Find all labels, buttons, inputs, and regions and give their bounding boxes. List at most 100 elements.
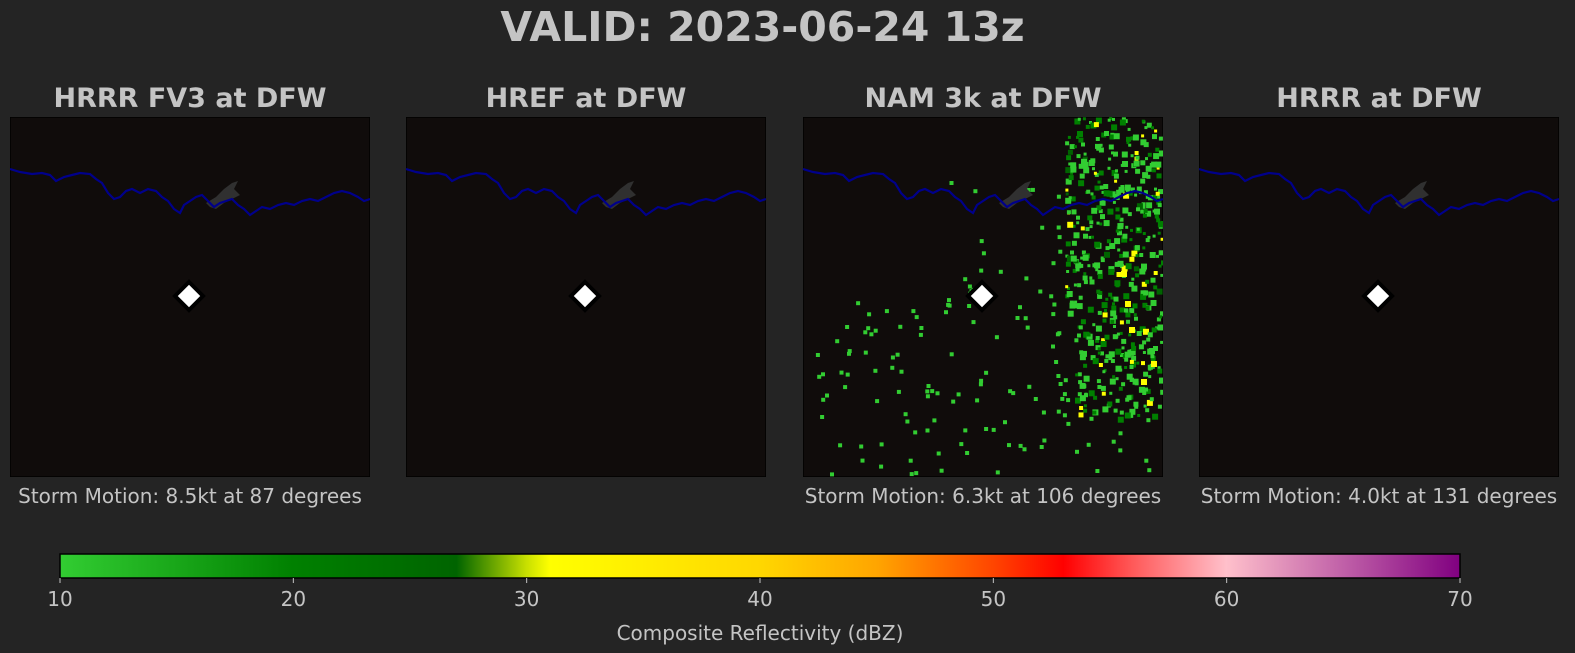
echo-cell xyxy=(935,391,940,396)
echo-cell xyxy=(1136,227,1140,231)
echo-cell xyxy=(1112,117,1115,121)
echo-cell xyxy=(1102,370,1106,374)
echo-cell xyxy=(838,443,843,448)
storm-motion-1: Storm Motion: 8.5kt at 87 degrees xyxy=(18,484,362,508)
echo-cell xyxy=(1136,361,1140,365)
echo-cell xyxy=(1153,153,1160,160)
echo-cell xyxy=(1157,368,1163,374)
echo-cell xyxy=(890,365,895,370)
echo-cell xyxy=(1076,303,1083,310)
echo-cell xyxy=(1083,272,1087,276)
echo-cell xyxy=(815,353,820,357)
echo-cell xyxy=(1128,191,1133,196)
echo-cell xyxy=(1080,256,1084,260)
echo-core xyxy=(1121,271,1127,277)
echo-cell xyxy=(1018,443,1023,448)
echo-cell xyxy=(1143,371,1149,377)
echo-cell xyxy=(1091,207,1098,214)
echo-cell xyxy=(859,444,864,449)
echo-cell xyxy=(1074,118,1081,125)
echo-cell xyxy=(1145,306,1150,310)
echo-cell xyxy=(1079,263,1084,268)
echo-cell xyxy=(1105,297,1109,301)
echo-cell xyxy=(1097,180,1101,184)
colorbar: 10 20 30 40 50 60 70 Composite Reflectivity (d… xyxy=(0,540,1575,653)
echo-cell xyxy=(1149,348,1155,354)
echo-cell xyxy=(1131,250,1138,257)
echo-cell xyxy=(835,339,840,344)
echo-cell xyxy=(1083,167,1090,174)
echo-cell xyxy=(1095,268,1099,272)
echo-cell xyxy=(1066,270,1070,273)
echo-cell xyxy=(1120,163,1124,167)
lake-shape xyxy=(1395,181,1429,209)
echo-cell xyxy=(1155,191,1160,196)
echo-cell xyxy=(1083,331,1090,338)
colorbar-tick-label: 40 xyxy=(747,587,773,611)
echo-cell xyxy=(1068,196,1072,200)
echo-cell xyxy=(1075,267,1080,272)
echo-cell xyxy=(1087,215,1093,221)
echo-cell xyxy=(1067,135,1071,139)
echo-cell xyxy=(1056,409,1061,414)
colorbar-gradient xyxy=(59,553,1461,583)
echo-cell xyxy=(1117,416,1124,423)
echo-cell xyxy=(1077,283,1082,288)
echo-cell xyxy=(1134,404,1139,409)
echo-cell xyxy=(1099,185,1104,190)
echo-cell xyxy=(1118,431,1123,436)
echo-cell xyxy=(978,382,983,387)
echo-cell xyxy=(1142,351,1146,354)
echo-cell xyxy=(1095,325,1102,332)
echo-cell xyxy=(1108,356,1113,361)
echo-cell xyxy=(1157,221,1163,228)
echo-cell xyxy=(1128,143,1132,147)
echo-cell xyxy=(1121,236,1128,243)
echo-cell xyxy=(967,304,972,308)
echo-cell xyxy=(1143,328,1149,335)
echo-cell xyxy=(1049,294,1054,299)
echo-cell xyxy=(1104,334,1110,340)
station-marker xyxy=(172,279,206,313)
echo-cell xyxy=(1126,373,1133,380)
storm-motion-4: Storm Motion: 4.0kt at 131 degrees xyxy=(1200,484,1558,508)
echo-cell xyxy=(1157,203,1162,208)
echo-cell xyxy=(1083,404,1087,408)
echo-cell xyxy=(1145,238,1150,243)
echo-cell xyxy=(1077,333,1081,338)
lake-shape xyxy=(206,181,240,209)
echo-cell xyxy=(863,350,868,355)
echo-cell xyxy=(1124,357,1129,362)
reflectivity-map-4 xyxy=(1199,117,1559,477)
river-line xyxy=(406,167,766,217)
echo-core xyxy=(1125,301,1131,307)
echo-cell xyxy=(1142,213,1147,218)
echo-cell xyxy=(1131,277,1135,281)
echo-cell xyxy=(1022,447,1027,452)
echo-cell xyxy=(1129,359,1134,364)
echo-cell xyxy=(1096,221,1100,225)
echo-cell xyxy=(1079,350,1084,355)
echo-cell xyxy=(1119,253,1124,258)
echo-cell xyxy=(1083,363,1088,368)
echo-cell xyxy=(1140,160,1146,166)
echo-cell xyxy=(1108,292,1113,297)
echo-cell xyxy=(1087,264,1091,268)
colorbar-tick-label: 50 xyxy=(980,587,1007,611)
echo-cell xyxy=(1089,279,1095,285)
echo-cell xyxy=(1099,222,1103,226)
echo-cell xyxy=(1152,234,1156,238)
echo-cell xyxy=(973,189,978,194)
echo-cell xyxy=(1085,227,1090,232)
echo-cell xyxy=(845,325,850,329)
echo-cell xyxy=(1109,243,1116,249)
echo-cell xyxy=(1131,285,1138,292)
echo-cell xyxy=(1069,302,1076,309)
echo-cell xyxy=(1089,276,1093,280)
echo-cell xyxy=(1145,165,1152,172)
echo-cell xyxy=(1115,207,1120,212)
echo-cell xyxy=(1121,265,1128,272)
echo-cell xyxy=(949,181,954,185)
echo-cell xyxy=(1082,254,1089,261)
echo-cell xyxy=(963,428,968,433)
